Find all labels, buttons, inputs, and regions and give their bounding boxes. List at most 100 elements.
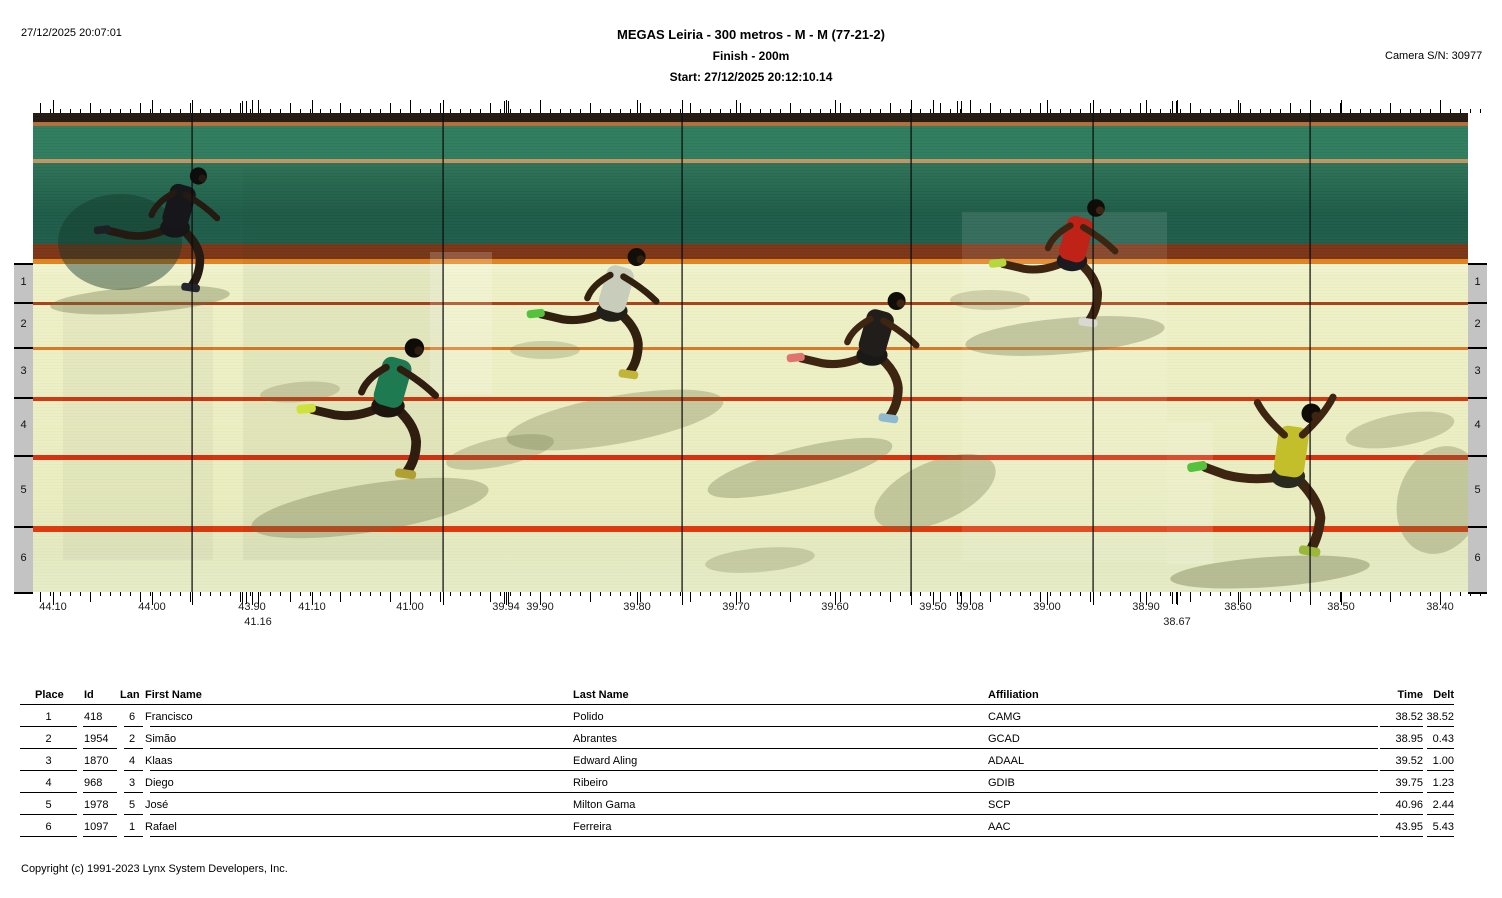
ruler-minor-tick xyxy=(1370,109,1371,113)
column-header-id: Id xyxy=(84,689,94,701)
table-cell-affiliation: GDIB xyxy=(988,777,1015,789)
ruler-minor-tick xyxy=(1000,109,1001,113)
row-underline xyxy=(150,836,1378,837)
row-underline xyxy=(1427,814,1454,815)
column-header-first: First Name xyxy=(145,689,202,701)
ruler-minor-tick xyxy=(1350,592,1351,596)
table-cell-delt: 2.44 xyxy=(1432,799,1454,811)
ruler-minor-tick xyxy=(570,109,571,113)
lane-divider xyxy=(1468,263,1487,265)
ruler-minor-tick xyxy=(1360,109,1361,113)
ruler-minor-tick xyxy=(850,592,851,596)
table-cell-last: Abrantes xyxy=(573,733,618,745)
ruler-minor-tick xyxy=(910,592,911,596)
ruler-minor-tick xyxy=(700,109,701,113)
ruler-minor-tick xyxy=(430,592,431,596)
ruler-major-tick xyxy=(933,592,934,605)
runner-shadow xyxy=(1170,555,1370,589)
ruler-minor-tick xyxy=(1270,592,1271,596)
table-cell-last: Polido xyxy=(573,711,604,723)
time-axis-label: 44.10 xyxy=(39,601,67,613)
lane-line xyxy=(33,455,1468,460)
lane-number: 4 xyxy=(1474,419,1481,431)
runner-shadow xyxy=(1396,446,1468,554)
ruler-major-tick xyxy=(1240,103,1241,113)
time-axis-label: 39.94 xyxy=(492,601,520,613)
lane-number: 1 xyxy=(1474,275,1481,288)
ruler-major-tick xyxy=(1177,592,1178,605)
time-axis-label: 39.80 xyxy=(623,601,651,613)
ruler-minor-tick xyxy=(420,592,421,596)
ruler-minor-tick xyxy=(1050,109,1051,113)
ruler-minor-tick xyxy=(1220,592,1221,596)
row-underline xyxy=(83,726,117,727)
ruler-minor-tick xyxy=(150,109,151,113)
ruler-minor-tick xyxy=(1380,592,1381,596)
ruler-minor-tick xyxy=(1170,592,1171,596)
runner-shadow xyxy=(874,453,996,531)
lane-divider xyxy=(1468,302,1487,304)
ruler-major-tick xyxy=(840,103,841,113)
ruler-minor-tick xyxy=(60,592,61,596)
ruler-minor-tick xyxy=(710,109,711,113)
ruler-minor-tick xyxy=(70,109,71,113)
table-cell-place: 1 xyxy=(45,711,52,723)
ruler-minor-tick xyxy=(260,109,261,113)
ruler-major-tick xyxy=(1172,101,1173,113)
lane-divider xyxy=(14,592,33,594)
ruler-minor-tick xyxy=(1030,592,1031,596)
time-axis-label: 39.90 xyxy=(526,601,554,613)
row-underline xyxy=(150,792,1378,793)
ruler-minor-tick xyxy=(130,109,131,113)
finish-time-line xyxy=(442,113,444,592)
ruler-major-tick xyxy=(736,100,737,113)
ruler-minor-tick xyxy=(250,592,251,596)
table-cell-id: 1097 xyxy=(84,821,109,833)
ruler-major-tick xyxy=(1047,100,1048,113)
time-axis-label: 39.00 xyxy=(1033,601,1061,613)
row-underline xyxy=(150,748,1378,749)
ruler-major-tick xyxy=(1040,103,1041,113)
ruler-minor-tick xyxy=(1400,109,1401,113)
ruler-major-tick xyxy=(640,103,641,113)
ruler-major-tick xyxy=(1140,592,1141,602)
ruler-major-tick xyxy=(1190,592,1191,602)
ruler-minor-tick xyxy=(1450,592,1451,596)
ruler-major-tick xyxy=(152,592,153,605)
ruler-major-tick xyxy=(736,592,737,605)
ruler-minor-tick xyxy=(180,109,181,113)
ruler-minor-tick xyxy=(270,592,271,596)
ruler-major-tick xyxy=(1238,100,1239,113)
lane-divider xyxy=(14,347,33,349)
ruler-minor-tick xyxy=(1170,109,1171,113)
ruler-major-tick xyxy=(790,103,791,113)
table-cell-time: 43.95 xyxy=(1395,821,1423,833)
ruler-minor-tick xyxy=(880,109,881,113)
ruler-minor-tick xyxy=(1250,592,1251,596)
ruler-minor-tick xyxy=(910,109,911,113)
ruler-minor-tick xyxy=(830,592,831,596)
row-underline xyxy=(1380,792,1423,793)
ruler-minor-tick xyxy=(980,592,981,596)
ruler-minor-tick xyxy=(1200,592,1201,596)
row-underline xyxy=(1427,748,1454,749)
ruler-major-tick xyxy=(504,592,505,604)
row-underline xyxy=(1380,748,1423,749)
ruler-minor-tick xyxy=(1480,592,1481,596)
ruler-minor-tick xyxy=(460,109,461,113)
ruler-minor-tick xyxy=(760,592,761,596)
ruler-minor-tick xyxy=(1420,109,1421,113)
ruler-major-tick xyxy=(140,592,141,602)
ruler-minor-tick xyxy=(1050,592,1051,596)
ruler-minor-tick xyxy=(830,109,831,113)
ruler-minor-tick xyxy=(1130,109,1131,113)
ruler-major-tick xyxy=(90,592,91,602)
ruler-minor-tick xyxy=(550,109,551,113)
row-underline xyxy=(20,770,77,771)
ruler-major-tick xyxy=(790,592,791,602)
row-underline xyxy=(124,748,143,749)
ruler-minor-tick xyxy=(370,592,371,596)
ruler-minor-tick xyxy=(800,592,801,596)
ruler-major-tick xyxy=(640,592,641,602)
event-subtitle: Finish - 200m xyxy=(712,49,790,63)
